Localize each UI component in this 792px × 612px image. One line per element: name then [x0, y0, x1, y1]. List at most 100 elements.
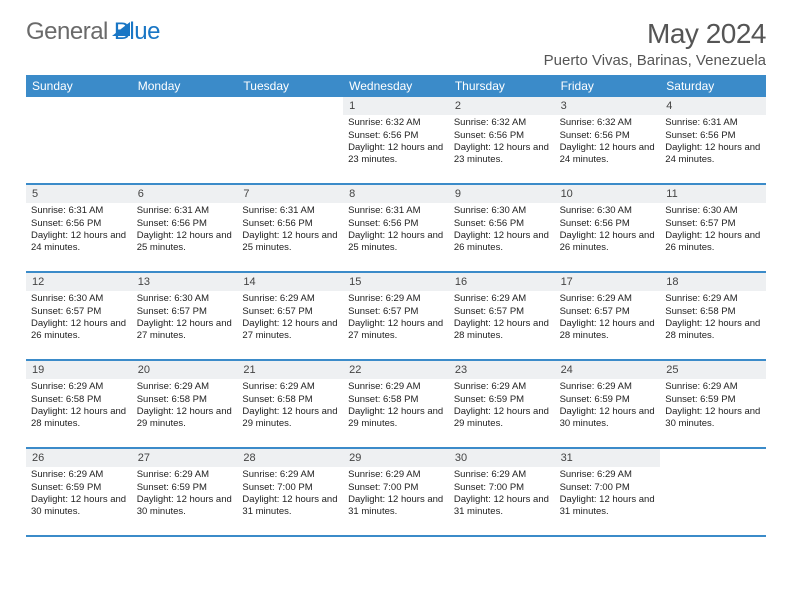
day-number: 19 — [26, 361, 132, 379]
sunset-line: Sunset: 6:59 PM — [137, 482, 233, 494]
day-number: 3 — [555, 97, 661, 115]
sunrise-line: Sunrise: 6:30 AM — [560, 205, 656, 217]
sunrise-line: Sunrise: 6:29 AM — [454, 469, 550, 481]
sunrise-line: Sunrise: 6:29 AM — [454, 381, 550, 393]
day-body: Sunrise: 6:32 AMSunset: 6:56 PMDaylight:… — [555, 115, 661, 169]
day-cell-16: 16Sunrise: 6:29 AMSunset: 6:57 PMDayligh… — [449, 273, 555, 359]
sunset-line: Sunset: 6:56 PM — [560, 130, 656, 142]
day-body: Sunrise: 6:29 AMSunset: 7:00 PMDaylight:… — [555, 467, 661, 521]
daylight-line: Daylight: 12 hours and 31 minutes. — [454, 494, 550, 519]
day-number: 11 — [660, 185, 766, 203]
day-cell-4: 4Sunrise: 6:31 AMSunset: 6:56 PMDaylight… — [660, 97, 766, 183]
week-row: 26Sunrise: 6:29 AMSunset: 6:59 PMDayligh… — [26, 449, 766, 537]
day-body: Sunrise: 6:29 AMSunset: 6:58 PMDaylight:… — [26, 379, 132, 433]
day-number: 27 — [132, 449, 238, 467]
day-number: 10 — [555, 185, 661, 203]
day-number: 13 — [132, 273, 238, 291]
sunset-line: Sunset: 6:57 PM — [560, 306, 656, 318]
week-row: 19Sunrise: 6:29 AMSunset: 6:58 PMDayligh… — [26, 361, 766, 449]
day-cell-24: 24Sunrise: 6:29 AMSunset: 6:59 PMDayligh… — [555, 361, 661, 447]
day-number: 4 — [660, 97, 766, 115]
day-number: 28 — [237, 449, 343, 467]
day-cell-19: 19Sunrise: 6:29 AMSunset: 6:58 PMDayligh… — [26, 361, 132, 447]
weekday-thursday: Thursday — [449, 75, 555, 97]
header: General Blue May 2024 Puerto Vivas, Bari… — [26, 18, 766, 69]
daylight-line: Daylight: 12 hours and 24 minutes. — [665, 142, 761, 167]
sunrise-line: Sunrise: 6:29 AM — [242, 469, 338, 481]
day-number: 23 — [449, 361, 555, 379]
day-number — [26, 97, 132, 115]
day-body: Sunrise: 6:29 AMSunset: 6:58 PMDaylight:… — [132, 379, 238, 433]
empty-cell — [132, 97, 238, 183]
weekday-saturday: Saturday — [660, 75, 766, 97]
day-body: Sunrise: 6:29 AMSunset: 6:57 PMDaylight:… — [237, 291, 343, 345]
day-body: Sunrise: 6:29 AMSunset: 6:59 PMDaylight:… — [555, 379, 661, 433]
day-body: Sunrise: 6:29 AMSunset: 6:59 PMDaylight:… — [26, 467, 132, 521]
day-cell-28: 28Sunrise: 6:29 AMSunset: 7:00 PMDayligh… — [237, 449, 343, 535]
day-body: Sunrise: 6:29 AMSunset: 7:00 PMDaylight:… — [343, 467, 449, 521]
calendar-page: General Blue May 2024 Puerto Vivas, Bari… — [0, 0, 792, 547]
sunrise-line: Sunrise: 6:31 AM — [31, 205, 127, 217]
day-body: Sunrise: 6:31 AMSunset: 6:56 PMDaylight:… — [132, 203, 238, 257]
daylight-line: Daylight: 12 hours and 28 minutes. — [454, 318, 550, 343]
day-cell-30: 30Sunrise: 6:29 AMSunset: 7:00 PMDayligh… — [449, 449, 555, 535]
day-number — [237, 97, 343, 115]
day-body: Sunrise: 6:31 AMSunset: 6:56 PMDaylight:… — [237, 203, 343, 257]
sunrise-line: Sunrise: 6:29 AM — [560, 469, 656, 481]
sunset-line: Sunset: 6:57 PM — [31, 306, 127, 318]
day-cell-31: 31Sunrise: 6:29 AMSunset: 7:00 PMDayligh… — [555, 449, 661, 535]
day-body: Sunrise: 6:29 AMSunset: 7:00 PMDaylight:… — [449, 467, 555, 521]
title-block: May 2024 Puerto Vivas, Barinas, Venezuel… — [544, 18, 766, 69]
daylight-line: Daylight: 12 hours and 28 minutes. — [665, 318, 761, 343]
day-number — [132, 97, 238, 115]
weekday-sunday: Sunday — [26, 75, 132, 97]
weekday-friday: Friday — [555, 75, 661, 97]
weeks-container: 1Sunrise: 6:32 AMSunset: 6:56 PMDaylight… — [26, 97, 766, 537]
day-cell-17: 17Sunrise: 6:29 AMSunset: 6:57 PMDayligh… — [555, 273, 661, 359]
day-cell-13: 13Sunrise: 6:30 AMSunset: 6:57 PMDayligh… — [132, 273, 238, 359]
day-number: 2 — [449, 97, 555, 115]
daylight-line: Daylight: 12 hours and 27 minutes. — [137, 318, 233, 343]
sunrise-line: Sunrise: 6:30 AM — [454, 205, 550, 217]
day-number: 6 — [132, 185, 238, 203]
day-body: Sunrise: 6:29 AMSunset: 6:57 PMDaylight:… — [555, 291, 661, 345]
sunset-line: Sunset: 6:59 PM — [31, 482, 127, 494]
sunset-line: Sunset: 6:57 PM — [348, 306, 444, 318]
sunrise-line: Sunrise: 6:31 AM — [242, 205, 338, 217]
sunrise-line: Sunrise: 6:32 AM — [560, 117, 656, 129]
sunrise-line: Sunrise: 6:30 AM — [137, 293, 233, 305]
daylight-line: Daylight: 12 hours and 25 minutes. — [137, 230, 233, 255]
day-body: Sunrise: 6:29 AMSunset: 6:59 PMDaylight:… — [449, 379, 555, 433]
daylight-line: Daylight: 12 hours and 30 minutes. — [137, 494, 233, 519]
day-cell-10: 10Sunrise: 6:30 AMSunset: 6:56 PMDayligh… — [555, 185, 661, 271]
day-body: Sunrise: 6:31 AMSunset: 6:56 PMDaylight:… — [343, 203, 449, 257]
day-number: 16 — [449, 273, 555, 291]
day-cell-5: 5Sunrise: 6:31 AMSunset: 6:56 PMDaylight… — [26, 185, 132, 271]
sunrise-line: Sunrise: 6:30 AM — [665, 205, 761, 217]
weekday-tuesday: Tuesday — [237, 75, 343, 97]
sunrise-line: Sunrise: 6:29 AM — [560, 293, 656, 305]
day-cell-3: 3Sunrise: 6:32 AMSunset: 6:56 PMDaylight… — [555, 97, 661, 183]
sunrise-line: Sunrise: 6:29 AM — [454, 293, 550, 305]
day-number: 31 — [555, 449, 661, 467]
daylight-line: Daylight: 12 hours and 25 minutes. — [348, 230, 444, 255]
day-cell-14: 14Sunrise: 6:29 AMSunset: 6:57 PMDayligh… — [237, 273, 343, 359]
sunset-line: Sunset: 6:56 PM — [348, 218, 444, 230]
day-cell-18: 18Sunrise: 6:29 AMSunset: 6:58 PMDayligh… — [660, 273, 766, 359]
day-number: 8 — [343, 185, 449, 203]
daylight-line: Daylight: 12 hours and 28 minutes. — [31, 406, 127, 431]
daylight-line: Daylight: 12 hours and 28 minutes. — [560, 318, 656, 343]
sunrise-line: Sunrise: 6:32 AM — [348, 117, 444, 129]
day-cell-2: 2Sunrise: 6:32 AMSunset: 6:56 PMDaylight… — [449, 97, 555, 183]
month-title: May 2024 — [544, 18, 766, 50]
day-body: Sunrise: 6:30 AMSunset: 6:57 PMDaylight:… — [132, 291, 238, 345]
sunset-line: Sunset: 7:00 PM — [242, 482, 338, 494]
daylight-line: Daylight: 12 hours and 23 minutes. — [454, 142, 550, 167]
day-number: 26 — [26, 449, 132, 467]
day-body: Sunrise: 6:29 AMSunset: 6:58 PMDaylight:… — [343, 379, 449, 433]
daylight-line: Daylight: 12 hours and 26 minutes. — [31, 318, 127, 343]
sunrise-line: Sunrise: 6:29 AM — [137, 381, 233, 393]
day-body: Sunrise: 6:30 AMSunset: 6:56 PMDaylight:… — [449, 203, 555, 257]
sunrise-line: Sunrise: 6:29 AM — [242, 381, 338, 393]
day-cell-11: 11Sunrise: 6:30 AMSunset: 6:57 PMDayligh… — [660, 185, 766, 271]
